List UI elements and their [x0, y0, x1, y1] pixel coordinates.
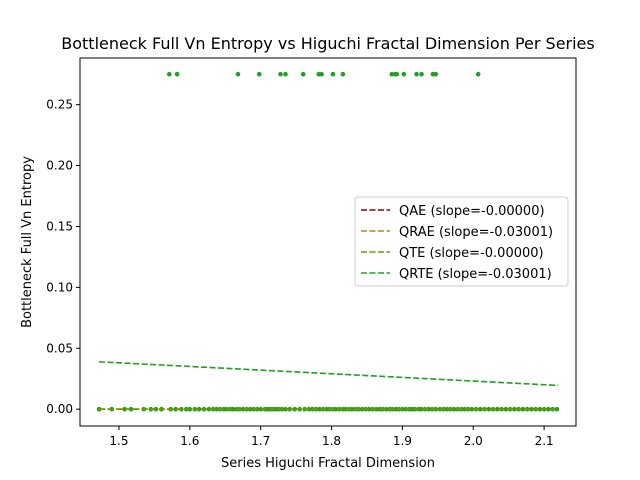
x-tick-label: 2.1	[535, 434, 554, 448]
plot-frame	[79, 57, 577, 427]
scatter-point	[433, 71, 439, 77]
scatter-point	[196, 406, 202, 412]
scatter-point	[300, 71, 306, 77]
scatter-point	[512, 406, 517, 412]
scatter-point	[96, 406, 102, 412]
scatter-point	[330, 71, 336, 77]
scatter-point	[278, 71, 283, 77]
scatter-point	[366, 406, 372, 412]
y-axis: 0.00 0.05 0.10 0.15 0.20 0.25	[46, 98, 80, 416]
points-layer	[96, 71, 560, 412]
scatter-point	[319, 71, 324, 77]
scatter-point	[478, 406, 483, 412]
y-tick-label: 0.20	[46, 159, 73, 173]
scatter-point	[359, 406, 365, 412]
legend-label-3: QRTE (slope=-0.03001)	[399, 267, 552, 282]
legend-label-0: QAE (slope=-0.00000)	[399, 204, 545, 219]
legend-label-1: QRAE (slope=-0.03001)	[399, 225, 553, 240]
scatter-point	[383, 406, 389, 412]
scatter-point	[394, 71, 400, 77]
plot-area	[79, 57, 577, 427]
legend-box	[354, 196, 569, 287]
scatter-point	[214, 406, 220, 412]
scatter-point	[444, 406, 450, 412]
scatter-point	[247, 406, 253, 412]
y-tick-label: 0.05	[46, 341, 73, 355]
x-tick-label: 1.8	[322, 434, 341, 448]
fit-lines-layer	[99, 361, 559, 410]
x-tick-label: 1.6	[180, 434, 199, 448]
y-tick-label: 0.10	[46, 280, 73, 294]
fit-line-3	[99, 361, 559, 387]
y-tick-label: 0.00	[46, 402, 73, 416]
x-tick-label: 1.9	[393, 434, 412, 448]
scatter-point	[235, 71, 241, 77]
scatter-point	[206, 406, 212, 412]
scatter-point	[486, 406, 492, 412]
scatter-point	[451, 406, 457, 412]
scatter-point	[283, 406, 288, 412]
scatter-point	[240, 406, 246, 412]
legend: QAE (slope=-0.00000) QRAE (slope=-0.03001…	[354, 196, 569, 287]
scatter-point	[283, 71, 288, 77]
scatter-point	[426, 406, 431, 412]
scatter-point	[317, 406, 322, 412]
chart-title: Bottleneck Full Vn Entropy vs Higuchi Fr…	[61, 34, 594, 53]
x-tick-label: 2.0	[464, 434, 483, 448]
scatter-point	[469, 406, 475, 412]
scatter-point	[537, 406, 543, 412]
scatter-point	[256, 71, 262, 77]
scatter-point	[230, 406, 236, 412]
scatter-point	[546, 406, 551, 412]
scatter-point	[349, 406, 355, 412]
x-tick-label: 1.7	[251, 434, 270, 448]
x-tick-label: 1.5	[109, 434, 128, 448]
scatter-point	[419, 71, 424, 77]
scatter-point	[419, 406, 424, 412]
x-axis-label: Series Higuchi Fractal Dimension	[221, 456, 435, 471]
scatter-point	[554, 406, 560, 412]
y-tick-label: 0.25	[46, 98, 73, 112]
legend-label-2: QTE (slope=-0.00000)	[399, 246, 544, 261]
scatter-point	[529, 406, 534, 412]
scatter-point	[401, 71, 407, 77]
scatter-point	[166, 71, 172, 77]
scatter-point	[503, 406, 509, 412]
x-axis: 1.5 1.6 1.7 1.8 1.9 2.0 2.1	[109, 426, 554, 448]
y-tick-label: 0.15	[46, 219, 73, 233]
scatter-point	[475, 71, 481, 77]
scatter-point	[128, 406, 134, 412]
scatter-point	[174, 71, 180, 77]
scatter-point	[495, 406, 500, 412]
scatter-point	[520, 406, 526, 412]
y-axis-label: Bottleneck Full Vn Entropy	[20, 156, 35, 328]
scatter-point	[333, 406, 339, 412]
scatter-point	[389, 71, 395, 77]
scatter-point	[340, 71, 346, 77]
scatter-point	[414, 71, 419, 77]
